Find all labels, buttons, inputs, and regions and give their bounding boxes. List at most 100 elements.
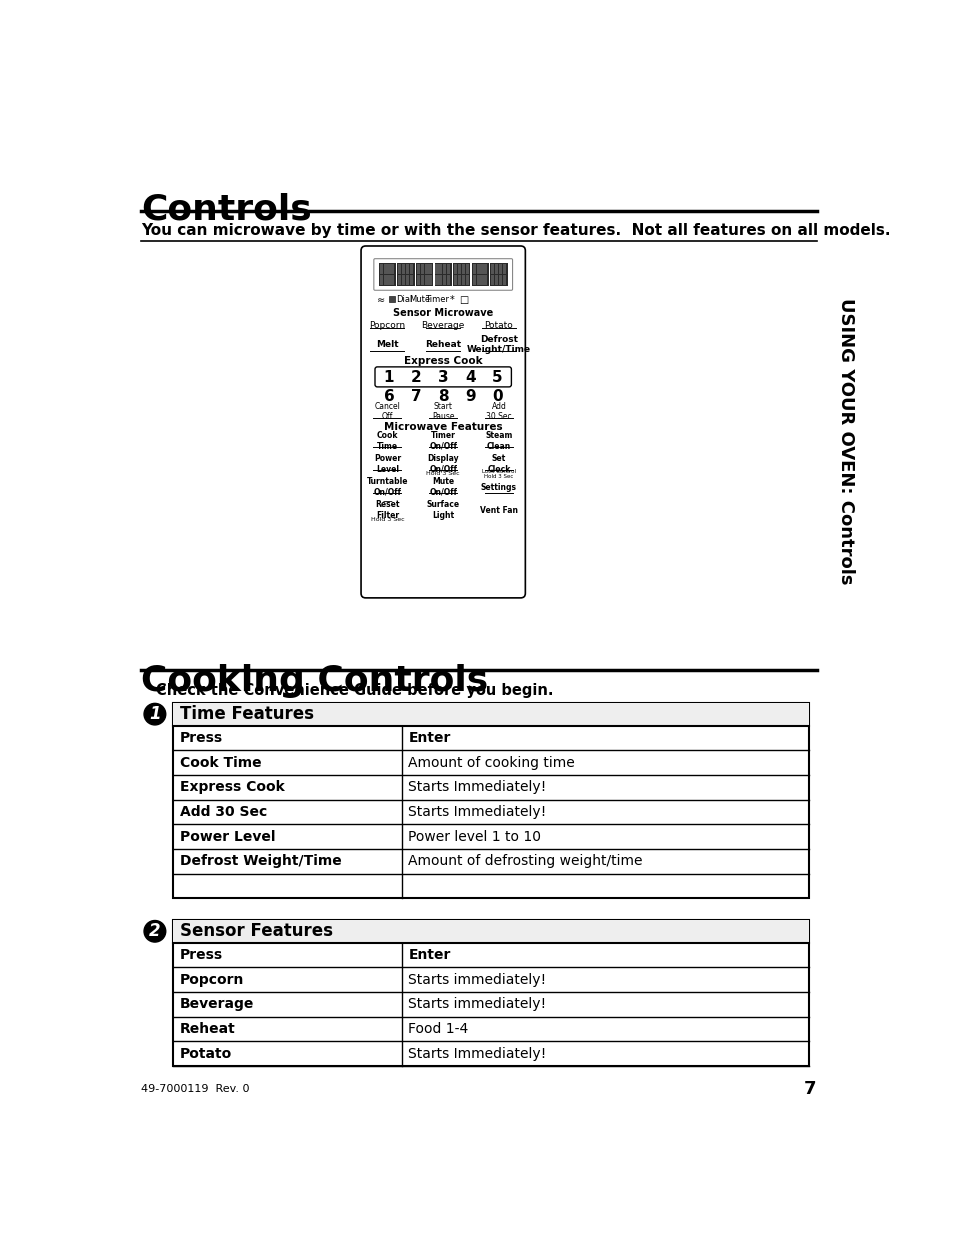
Text: Enter: Enter — [408, 948, 450, 962]
Text: Add 30 Sec: Add 30 Sec — [179, 805, 267, 819]
Text: Starts immediately!: Starts immediately! — [408, 998, 546, 1011]
Bar — [173, 703, 808, 726]
Bar — [498, 264, 501, 274]
Bar — [453, 263, 470, 287]
Bar — [480, 275, 483, 285]
Text: Mute
On/Off: Mute On/Off — [429, 477, 456, 496]
Text: Defrost
Weight/Time: Defrost Weight/Time — [466, 335, 531, 354]
Text: 0: 0 — [492, 389, 502, 404]
Bar — [454, 264, 456, 274]
Bar — [472, 264, 476, 274]
Bar — [402, 275, 405, 285]
Bar — [495, 264, 497, 274]
Text: Power Level: Power Level — [179, 830, 274, 844]
Bar — [447, 275, 450, 285]
Text: Starts Immediately!: Starts Immediately! — [408, 805, 546, 819]
Text: Power
Level: Power Level — [374, 454, 400, 473]
Text: Add
30 Sec: Add 30 Sec — [486, 401, 511, 421]
Text: 1: 1 — [383, 370, 394, 385]
Text: Popcorn: Popcorn — [369, 321, 405, 330]
Text: Enter: Enter — [408, 731, 450, 745]
Text: 7: 7 — [803, 1081, 816, 1098]
Bar — [435, 263, 452, 287]
Bar — [410, 264, 413, 274]
Bar — [397, 263, 415, 287]
Bar — [480, 264, 483, 274]
Text: Microwave Features: Microwave Features — [383, 422, 502, 432]
Text: Power level 1 to 10: Power level 1 to 10 — [408, 830, 540, 844]
Text: Lock Control
Hold 3 Sec: Lock Control Hold 3 Sec — [481, 468, 516, 479]
Text: Cancel
Off: Cancel Off — [375, 401, 400, 421]
Bar — [490, 263, 507, 287]
Bar — [457, 275, 460, 285]
Bar — [447, 264, 450, 274]
Text: Cook
Time: Cook Time — [376, 431, 397, 451]
Bar — [476, 264, 479, 274]
Bar — [379, 275, 382, 285]
Text: 9: 9 — [464, 389, 476, 404]
Text: 6: 6 — [383, 389, 394, 404]
Bar — [389, 296, 395, 303]
Bar — [397, 275, 401, 285]
Text: Controls: Controls — [141, 193, 312, 227]
Text: Time Features: Time Features — [179, 705, 314, 724]
Text: 49-7000119  Rev. 0: 49-7000119 Rev. 0 — [141, 1084, 249, 1094]
Text: ≈: ≈ — [376, 295, 385, 305]
Bar — [383, 275, 386, 285]
Bar — [406, 264, 409, 274]
Bar — [461, 264, 464, 274]
Text: Reset
Filter: Reset Filter — [375, 500, 399, 520]
FancyBboxPatch shape — [375, 367, 511, 387]
FancyBboxPatch shape — [374, 258, 512, 290]
Text: Vent Fan: Vent Fan — [479, 505, 517, 515]
Text: USING YOUR OVEN: Controls: USING YOUR OVEN: Controls — [837, 298, 854, 584]
Text: □: □ — [459, 295, 468, 305]
Text: Dial: Dial — [395, 295, 413, 304]
Bar — [484, 275, 487, 285]
Text: Melt: Melt — [375, 340, 398, 350]
Text: 3: 3 — [437, 370, 448, 385]
Bar — [416, 264, 419, 274]
FancyBboxPatch shape — [360, 246, 525, 598]
Text: Press: Press — [179, 948, 223, 962]
Text: Timer: Timer — [424, 295, 449, 304]
Bar — [454, 275, 456, 285]
Text: Starts immediately!: Starts immediately! — [408, 973, 546, 987]
Text: Hold 3 Sec: Hold 3 Sec — [370, 516, 404, 522]
Text: Settings: Settings — [480, 483, 517, 492]
Text: Surface
Light: Surface Light — [426, 500, 459, 520]
Text: Popcorn: Popcorn — [179, 973, 244, 987]
Text: You can microwave by time or with the sensor features.  Not all features on all : You can microwave by time or with the se… — [141, 222, 889, 238]
Bar — [502, 264, 505, 274]
Bar — [173, 920, 808, 942]
Text: 2: 2 — [149, 923, 160, 940]
Bar — [397, 264, 401, 274]
Bar — [435, 275, 438, 285]
Text: Potato: Potato — [484, 321, 513, 330]
Circle shape — [144, 704, 166, 725]
Bar — [498, 275, 501, 285]
Text: Cook Time: Cook Time — [179, 756, 261, 769]
Bar — [465, 264, 468, 274]
Bar — [173, 920, 808, 1066]
Bar — [502, 275, 505, 285]
Bar — [387, 264, 390, 274]
Text: 1: 1 — [149, 705, 160, 724]
Bar — [491, 275, 494, 285]
Text: Potato: Potato — [179, 1047, 232, 1061]
Text: Display
On/Off: Display On/Off — [427, 454, 458, 473]
Text: Defrost Weight/Time: Defrost Weight/Time — [179, 855, 341, 868]
Bar — [439, 264, 442, 274]
Text: Sensor Features: Sensor Features — [179, 923, 333, 940]
Text: Press: Press — [179, 731, 223, 745]
Text: Timer
On/Off: Timer On/Off — [429, 431, 456, 451]
Bar — [472, 275, 476, 285]
Bar — [387, 275, 390, 285]
Text: Mute: Mute — [409, 295, 430, 304]
Bar — [173, 703, 808, 898]
Text: Starts Immediately!: Starts Immediately! — [408, 781, 546, 794]
Text: Amount of cooking time: Amount of cooking time — [408, 756, 575, 769]
Bar — [461, 275, 464, 285]
Text: 4: 4 — [464, 370, 476, 385]
Bar — [472, 263, 488, 287]
